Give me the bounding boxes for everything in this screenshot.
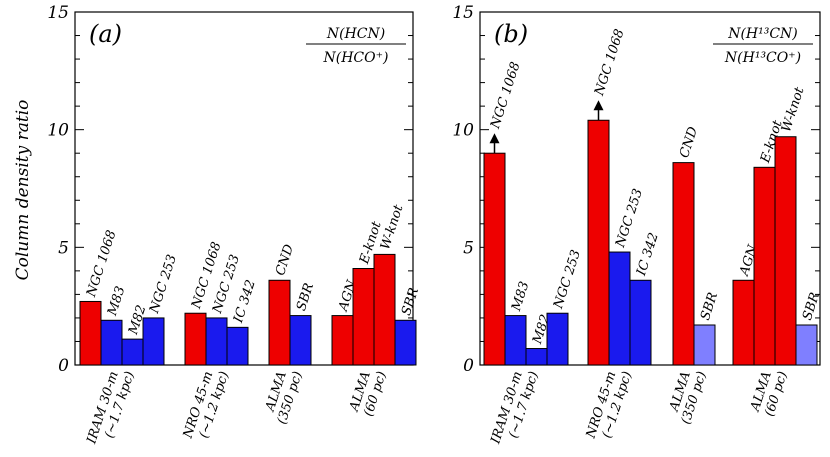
bar bbox=[352, 268, 375, 366]
lower-limit-arrow-head bbox=[593, 100, 604, 111]
bar-label: NGC 253 bbox=[147, 253, 180, 316]
bar bbox=[693, 324, 716, 366]
bar bbox=[546, 312, 569, 366]
bar bbox=[79, 300, 102, 366]
y-axis-label: Column density ratio bbox=[13, 100, 33, 281]
bar-label: NGC 253 bbox=[613, 187, 646, 250]
lower-limit-arrow-head bbox=[489, 133, 500, 144]
bar bbox=[483, 152, 506, 366]
bar bbox=[205, 317, 228, 366]
bar bbox=[121, 338, 144, 366]
bar bbox=[732, 279, 755, 366]
panel-label: (a) bbox=[89, 20, 122, 48]
bar bbox=[142, 317, 165, 366]
bar bbox=[504, 315, 527, 366]
bar bbox=[753, 166, 776, 366]
bar bbox=[100, 319, 123, 366]
bar-label: SBR bbox=[294, 281, 317, 313]
bar-label: M83 bbox=[105, 284, 129, 318]
bar bbox=[184, 312, 207, 366]
bar-label: M83 bbox=[509, 280, 533, 314]
bar bbox=[525, 348, 548, 366]
y-tick-label: 5 bbox=[58, 238, 69, 258]
bar-label: W-knot bbox=[779, 85, 808, 134]
ratio-denominator: N(H¹³CO⁺) bbox=[724, 50, 801, 66]
bar bbox=[629, 279, 652, 366]
bar bbox=[331, 315, 354, 366]
bar-label: NGC 1068 bbox=[488, 60, 524, 131]
bar-label: SBR bbox=[698, 291, 721, 323]
bar bbox=[795, 324, 818, 366]
bar bbox=[672, 162, 695, 366]
bar bbox=[226, 326, 249, 366]
bar-label: NGC 1068 bbox=[592, 27, 628, 98]
bar bbox=[774, 136, 797, 366]
bar-label: CND bbox=[273, 242, 297, 277]
y-tick-label: 10 bbox=[47, 121, 69, 141]
bar bbox=[587, 119, 610, 366]
bar bbox=[394, 319, 417, 366]
bar bbox=[608, 251, 631, 366]
bar-label: IC 342 bbox=[634, 231, 662, 278]
bar-label: NGC 253 bbox=[551, 248, 584, 311]
y-tick-label: 15 bbox=[452, 3, 474, 23]
panel-label: (b) bbox=[494, 20, 528, 48]
y-tick-label: 0 bbox=[463, 356, 474, 376]
bar-label: SBR bbox=[399, 286, 422, 318]
y-tick-label: 15 bbox=[47, 3, 69, 23]
ratio-denominator: N(HCO⁺) bbox=[323, 50, 389, 66]
ratio-numerator: N(H¹³CN) bbox=[727, 26, 798, 42]
bar-label: IC 342 bbox=[231, 278, 259, 325]
bar bbox=[268, 279, 291, 366]
y-tick-label: 5 bbox=[463, 238, 474, 258]
bar-label: CND bbox=[677, 124, 701, 159]
y-tick-label: 10 bbox=[452, 121, 474, 141]
bar bbox=[373, 253, 396, 366]
y-tick-label: 0 bbox=[58, 356, 69, 376]
ratio-numerator: N(HCN) bbox=[326, 26, 385, 42]
bar bbox=[289, 315, 312, 366]
